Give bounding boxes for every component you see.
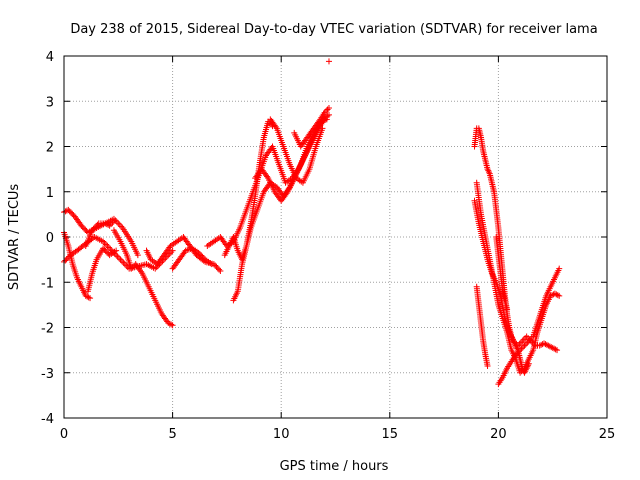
data-point <box>110 218 117 225</box>
data-point <box>554 292 561 299</box>
y-tick-label: -1 <box>41 276 54 291</box>
plot-area-frame <box>63 55 608 419</box>
data-point <box>217 267 224 274</box>
data-point <box>213 263 220 270</box>
data-point <box>116 221 123 228</box>
data-point <box>216 266 223 273</box>
y-tick-label: 0 <box>46 231 54 246</box>
data-point <box>552 346 559 353</box>
data-point <box>553 291 560 298</box>
data-point <box>212 262 219 269</box>
y-tick-label: 4 <box>46 50 54 65</box>
data-point <box>324 106 331 113</box>
data-point <box>82 226 89 233</box>
y-tick-label: -4 <box>41 412 54 427</box>
data-point <box>85 294 92 301</box>
data-point <box>79 224 86 231</box>
data-point <box>66 208 73 215</box>
data-point <box>102 241 109 248</box>
data-point <box>208 261 215 268</box>
data-point <box>93 223 100 230</box>
data-point <box>325 111 332 118</box>
chart-title: Day 238 of 2015, Sidereal Day-to-day VTE… <box>70 22 597 37</box>
data-point <box>105 221 112 228</box>
x-tick-label: 20 <box>490 427 507 442</box>
data-point <box>325 105 332 112</box>
x-tick-label: 10 <box>273 427 290 442</box>
data-point <box>64 254 71 261</box>
data-points <box>61 58 563 388</box>
data-point <box>169 322 176 329</box>
axis-ticks: 0 5 10 15 20 25 -4 -3 -2 -1 0 1 2 3 4 <box>41 50 615 442</box>
data-point <box>556 265 563 272</box>
data-point <box>62 257 69 264</box>
data-point <box>196 251 203 258</box>
data-point <box>65 206 72 213</box>
y-tick-label: 3 <box>46 95 54 110</box>
y-axis-label: SDTVAR / TECUs <box>7 184 22 291</box>
data-point <box>214 265 221 272</box>
data-point <box>121 261 128 268</box>
data-point <box>63 207 70 214</box>
x-tick-label: 0 <box>60 427 68 442</box>
data-point <box>504 306 511 313</box>
data-point <box>325 58 332 65</box>
data-point <box>63 256 70 263</box>
data-point <box>94 221 101 228</box>
data-point <box>104 249 111 256</box>
x-tick-label: 15 <box>382 427 399 442</box>
data-point <box>195 249 202 256</box>
data-point <box>69 210 76 217</box>
data-point <box>100 245 107 252</box>
x-axis-label: GPS time / hours <box>280 459 389 474</box>
data-point <box>101 246 108 253</box>
data-point <box>169 247 176 254</box>
data-point <box>323 116 330 123</box>
data-point <box>120 259 127 266</box>
data-point <box>134 252 141 259</box>
y-tick-label: -2 <box>41 322 54 337</box>
data-point <box>198 252 205 259</box>
y-tick-label: 2 <box>46 141 54 156</box>
x-tick-label: 5 <box>168 427 176 442</box>
data-point <box>67 209 74 216</box>
data-point <box>556 292 563 299</box>
data-point <box>89 227 96 234</box>
y-tick-label: 1 <box>46 186 54 201</box>
data-point <box>116 255 123 262</box>
data-point <box>113 247 120 254</box>
data-point <box>168 321 175 328</box>
data-point <box>102 248 109 255</box>
y-tick-label: -3 <box>41 367 54 382</box>
data-point <box>80 225 87 232</box>
data-point <box>117 256 124 263</box>
data-point <box>484 362 491 369</box>
data-point <box>87 295 94 302</box>
data-point <box>199 253 206 260</box>
data-point <box>78 222 85 229</box>
x-tick-label: 25 <box>599 427 616 442</box>
data-point <box>90 225 97 232</box>
data-point <box>554 347 561 354</box>
data-point <box>91 224 98 231</box>
data-point <box>538 341 545 348</box>
data-point <box>118 258 125 265</box>
data-point <box>319 125 326 132</box>
data-point <box>114 253 121 260</box>
